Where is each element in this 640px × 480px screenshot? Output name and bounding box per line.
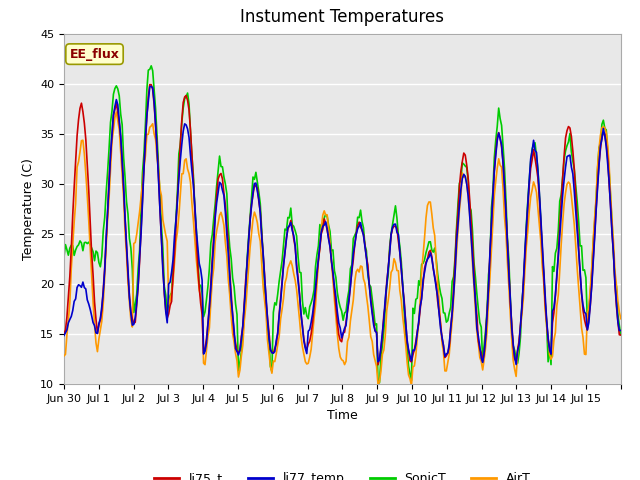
Text: EE_flux: EE_flux — [70, 48, 120, 60]
X-axis label: Time: Time — [327, 409, 358, 422]
Y-axis label: Temperature (C): Temperature (C) — [22, 158, 35, 260]
Legend: li75_t, li77_temp, SonicT, AirT: li75_t, li77_temp, SonicT, AirT — [148, 468, 536, 480]
Title: Instument Temperatures: Instument Temperatures — [241, 9, 444, 26]
